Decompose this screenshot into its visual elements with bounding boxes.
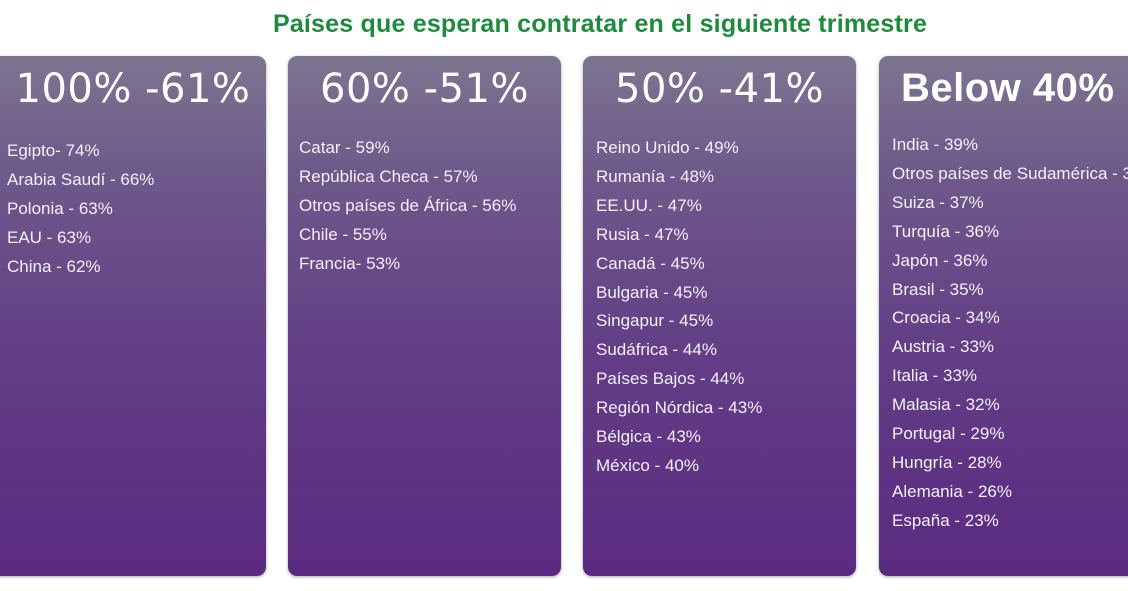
- range-panel-100-61: 100% -61% Egipto- 74% Arabia Saudí - 66%…: [0, 56, 266, 576]
- list-item: Austria - 33%: [892, 337, 995, 357]
- list-item: Chile - 55%: [299, 224, 387, 244]
- list-item: Egipto- 74%: [7, 141, 100, 160]
- list-item: Reino Unido - 49%: [596, 138, 739, 157]
- panel-heading: 60% -51%: [320, 66, 529, 112]
- list-item: Otros países de África - 56%: [299, 195, 517, 215]
- list-item: Canadá - 45%: [596, 253, 705, 273]
- range-panel-below-40: Below 40% India - 39% Otros países de Su…: [879, 56, 1128, 576]
- list-item: Malasia - 32%: [892, 395, 1000, 415]
- country-list: India - 39% Otros países de Sudamérica -…: [892, 131, 1128, 536]
- list-item: Suiza - 37%: [892, 192, 984, 212]
- panel-heading: 100% -61%: [15, 66, 251, 112]
- country-list: Egipto- 74% Arabia Saudí - 66% Polonia -…: [7, 137, 154, 282]
- page-title: Países que esperan contratar en el sigui…: [272, 10, 928, 38]
- list-item: Bulgaria - 45%: [596, 282, 708, 302]
- country-list: Reino Unido - 49% Rumanía - 48% EE.UU. -…: [596, 134, 762, 481]
- list-item: Bélgica - 43%: [596, 427, 701, 447]
- list-item: Japón - 36%: [892, 250, 988, 270]
- list-item: Italia - 33%: [892, 366, 978, 386]
- list-item: México - 40%: [596, 455, 699, 475]
- list-item: Arabia Saudí - 66%: [7, 169, 155, 189]
- list-item: Alemania - 26%: [892, 481, 1013, 501]
- list-item: China - 62%: [7, 256, 101, 276]
- list-item: EAU - 63%: [7, 227, 92, 247]
- panel-heading: 50% -41%: [615, 66, 824, 112]
- list-item: Turquía - 36%: [892, 221, 1000, 241]
- list-item: España - 23%: [892, 510, 999, 530]
- list-item: Otros países de Sudamérica - 38%: [892, 163, 1128, 183]
- list-item: India - 39%: [892, 135, 978, 154]
- list-item: República Checa - 57%: [299, 166, 478, 186]
- list-item: Catar - 59%: [299, 138, 390, 157]
- list-item: Sudáfrica - 44%: [596, 340, 717, 360]
- list-item: Hungría - 28%: [892, 452, 1002, 472]
- list-item: Portugal - 29%: [892, 424, 1005, 444]
- panel-heading: Below 40%: [901, 66, 1115, 110]
- list-item: EE.UU. - 47%: [596, 195, 702, 215]
- list-item: Región Nórdica - 43%: [596, 398, 763, 418]
- list-item: Francia- 53%: [299, 253, 401, 273]
- list-item: Rumanía - 48%: [596, 166, 715, 186]
- range-panel-50-41: 50% -41% Reino Unido - 49% Rumanía - 48%…: [583, 56, 856, 576]
- list-item: Rusia - 47%: [596, 224, 689, 244]
- list-item: Países Bajos - 44%: [596, 369, 745, 389]
- range-panel-60-51: 60% -51% Catar - 59% República Checa - 5…: [288, 56, 561, 576]
- list-item: Singapur - 45%: [596, 311, 714, 331]
- list-item: Polonia - 63%: [7, 198, 113, 218]
- list-item: Brasil - 35%: [892, 279, 984, 299]
- country-list: Catar - 59% República Checa - 57% Otros …: [299, 134, 531, 279]
- list-item: Croacia - 34%: [892, 308, 1000, 328]
